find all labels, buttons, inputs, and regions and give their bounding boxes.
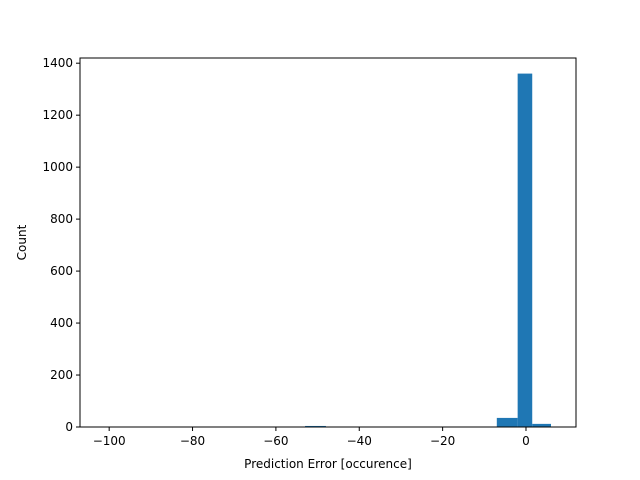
histogram-bar [532, 423, 551, 427]
histogram-bar [517, 73, 533, 427]
x-tick-label: −40 [347, 434, 372, 448]
y-tick-label: 600 [50, 264, 73, 278]
histogram-bar [496, 417, 518, 427]
y-tick-label: 0 [65, 420, 73, 434]
x-tick-label: −20 [430, 434, 455, 448]
y-tick-label: 1000 [42, 160, 73, 174]
y-tick-label: 400 [50, 316, 73, 330]
y-tick-label: 200 [50, 368, 73, 382]
y-axis-ticks: 0 200 400 600 800 1000 1200 1400 [42, 56, 80, 434]
x-tick-label: −100 [93, 434, 126, 448]
x-tick-label: −80 [180, 434, 205, 448]
y-tick-label: 800 [50, 212, 73, 226]
x-axis-ticks: −100 −80 −60 −40 −20 0 [93, 427, 530, 448]
plot-frame [79, 57, 577, 428]
x-axis-label: Prediction Error [occurence] [244, 457, 412, 471]
y-tick-label: 1400 [42, 56, 73, 70]
x-tick-label: −60 [263, 434, 288, 448]
x-tick-label: 0 [522, 434, 530, 448]
y-tick-label: 1200 [42, 108, 73, 122]
histogram-bar [305, 425, 326, 427]
y-axis-label: Count [15, 224, 29, 260]
